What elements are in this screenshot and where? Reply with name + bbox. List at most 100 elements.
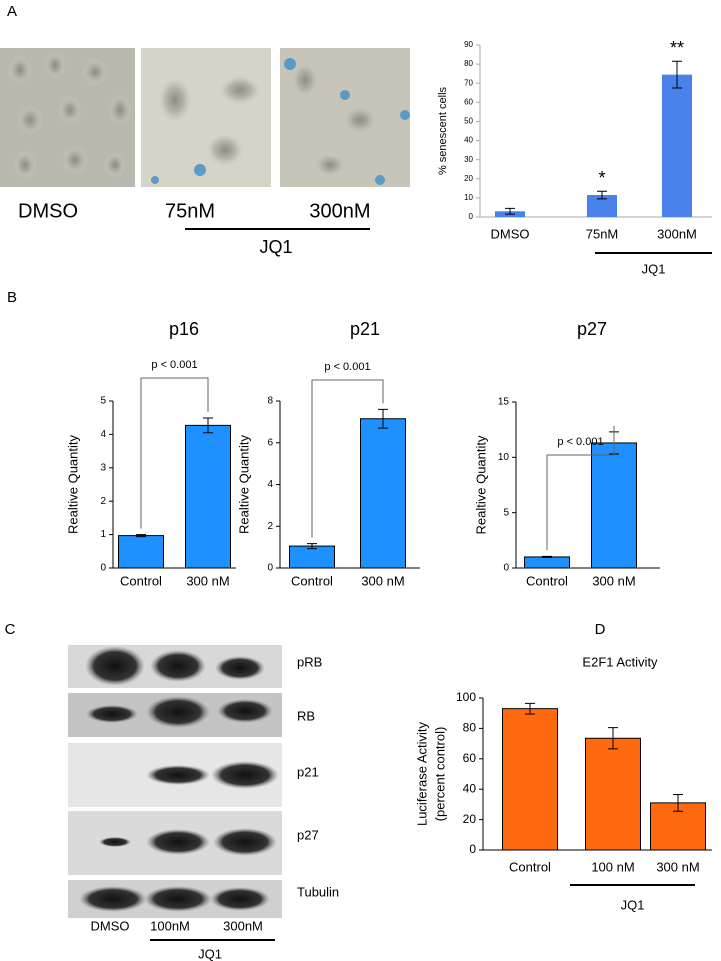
bar xyxy=(524,556,570,569)
chart-title: p27 xyxy=(577,319,607,339)
micrograph-caption: 75nM xyxy=(165,200,215,222)
y-tick-label: 3 xyxy=(100,462,106,473)
x-tick-label: Control xyxy=(509,859,551,874)
bar xyxy=(185,424,231,569)
p-value: p < 0.001 xyxy=(324,361,370,373)
x-tick-label: 300nM xyxy=(657,226,697,241)
p-value: p < 0.001 xyxy=(557,436,603,448)
group-label: JQ1 xyxy=(621,897,645,912)
chart-title: E2F1 Activity xyxy=(582,654,658,669)
y-tick-label: 2 xyxy=(267,521,273,532)
panel-label: D xyxy=(595,621,606,638)
y-tick-label: 10 xyxy=(498,452,510,463)
y-tick-label: 5 xyxy=(503,507,509,518)
blot xyxy=(68,645,282,918)
y-tick-label: 4 xyxy=(267,479,273,490)
significance-mark: ** xyxy=(670,38,684,58)
x-tick-label: DMSO xyxy=(491,226,530,241)
significance-mark: * xyxy=(598,168,605,188)
x-tick-label: 300 nM xyxy=(186,573,229,588)
significance-bracket xyxy=(140,377,209,529)
blot-row-label: Tubulin xyxy=(297,884,339,899)
p-value: p < 0.001 xyxy=(151,359,197,371)
x-tick-label: 300 nM xyxy=(592,573,635,588)
y-tick-label: 60 xyxy=(463,751,477,765)
error-bar xyxy=(608,727,618,750)
y-tick-label: 0 xyxy=(469,212,474,221)
chart-title: p16 xyxy=(169,319,199,339)
micrograph-75nm xyxy=(141,48,271,187)
y-axis-label: Realtive Quantity xyxy=(473,435,488,534)
error-bar xyxy=(203,417,213,434)
y-tick-label: 8 xyxy=(267,396,273,407)
x-tick-label: Control xyxy=(526,573,568,588)
x-tick-label: 300 nM xyxy=(656,859,699,874)
error-bar xyxy=(597,190,607,200)
significance-bracket xyxy=(546,425,615,551)
y-tick-label: 0 xyxy=(100,563,106,574)
y-tick-label: 60 xyxy=(464,97,473,106)
error-bar xyxy=(672,60,682,89)
blot-row-label: p21 xyxy=(297,764,319,779)
error-bar xyxy=(136,534,146,538)
x-tick-label: 300 nM xyxy=(361,573,404,588)
x-tick-label: 75nM xyxy=(586,226,619,241)
y-axis-label: Realtive Quantity xyxy=(65,435,80,534)
bar xyxy=(360,418,406,569)
y-tick-label: 4 xyxy=(100,429,106,440)
error-bar xyxy=(673,794,683,812)
x-tick-label: Control xyxy=(291,573,333,588)
micrograph-caption: DMSO xyxy=(18,200,78,222)
bar xyxy=(289,545,335,569)
y-tick-label: 10 xyxy=(464,193,473,202)
group-label: JQ1 xyxy=(198,946,222,961)
y-tick-label: 50 xyxy=(464,117,473,126)
group-label: JQ1 xyxy=(259,237,292,257)
y-tick-label: 0 xyxy=(267,563,273,574)
y-tick-label: 40 xyxy=(463,781,477,795)
bar xyxy=(118,535,164,569)
error-bar xyxy=(378,408,388,429)
blot-row-label: pRB xyxy=(297,654,322,669)
blot-row-label: RB xyxy=(297,708,315,723)
y-tick-label: 30 xyxy=(464,155,473,164)
blot-lane-label: DMSO xyxy=(91,918,130,933)
blot-lane-label: 100nM xyxy=(150,918,190,933)
group-label: JQ1 xyxy=(642,261,666,276)
bar xyxy=(502,708,558,851)
bar xyxy=(585,737,641,851)
y-tick-label: 6 xyxy=(267,437,273,448)
y-tick-label: 0 xyxy=(503,563,509,574)
y-tick-label: 20 xyxy=(464,174,473,183)
x-tick-label: 100 nM xyxy=(591,859,634,874)
bar xyxy=(587,195,617,217)
x-tick-label: Control xyxy=(120,573,162,588)
blot-lane-label: 300nM xyxy=(223,918,263,933)
panel-label: C xyxy=(5,621,16,638)
y-axis-label: Luciferase Activity xyxy=(414,721,429,826)
error-bar xyxy=(307,543,317,550)
micrographs xyxy=(0,48,410,187)
y-tick-label: 0 xyxy=(469,842,476,856)
y-tick-label: 90 xyxy=(464,40,473,49)
y-tick-label: 5 xyxy=(100,396,106,407)
significance-bracket xyxy=(311,379,384,538)
y-tick-label: 40 xyxy=(464,136,473,145)
y-axis-label: Realtive Quantity xyxy=(236,435,251,534)
y-tick-label: 20 xyxy=(463,812,477,826)
y-tick-label: 1 xyxy=(100,529,106,540)
panel-label: B xyxy=(7,289,17,306)
y-tick-label: 15 xyxy=(498,397,510,408)
micrograph-caption: 300nM xyxy=(309,200,370,222)
y-tick-label: 80 xyxy=(463,721,477,735)
bar xyxy=(591,442,637,569)
blot-row-label: p27 xyxy=(297,827,319,842)
y-axis-label: (percent control) xyxy=(432,727,447,822)
y-tick-label: 70 xyxy=(464,78,473,87)
y-tick-label: 2 xyxy=(100,496,106,507)
chart-title: p21 xyxy=(350,319,380,339)
bar xyxy=(662,74,692,217)
error-bar xyxy=(525,702,535,715)
y-tick-label: 100 xyxy=(456,690,476,704)
